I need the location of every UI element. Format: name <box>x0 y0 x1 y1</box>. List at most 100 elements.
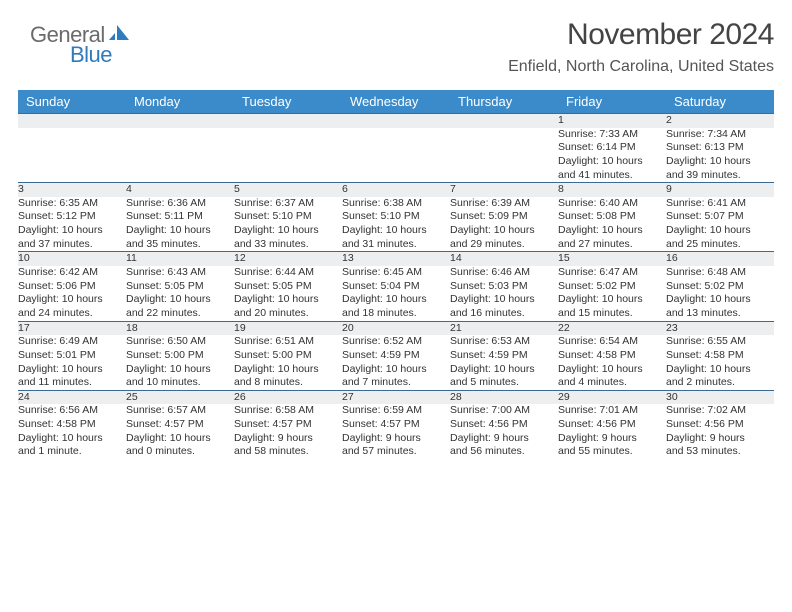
day-info-line: Sunrise: 6:53 AM <box>450 335 558 349</box>
day-number-cell: 12 <box>234 252 342 266</box>
day-info-line: and 55 minutes. <box>558 445 666 459</box>
day-info-cell <box>126 128 234 183</box>
day-info-line: Daylight: 10 hours <box>666 155 774 169</box>
day-info-line: Sunset: 5:00 PM <box>126 349 234 363</box>
day-info-line: Sunrise: 6:38 AM <box>342 197 450 211</box>
day-number-row: 10111213141516 <box>18 252 774 266</box>
day-info-line: Sunset: 6:14 PM <box>558 141 666 155</box>
day-info-line: and 16 minutes. <box>450 307 558 321</box>
day-info-line: and 41 minutes. <box>558 169 666 183</box>
day-info-line: Sunset: 4:57 PM <box>342 418 450 432</box>
day-number-cell: 23 <box>666 321 774 335</box>
day-info-line: Sunrise: 6:41 AM <box>666 197 774 211</box>
day-info-line: Sunset: 6:13 PM <box>666 141 774 155</box>
day-info-line: and 25 minutes. <box>666 238 774 252</box>
day-number-cell: 28 <box>450 390 558 404</box>
day-number-cell: 3 <box>18 183 126 197</box>
day-number-cell: 24 <box>18 390 126 404</box>
day-info-line: Daylight: 10 hours <box>234 363 342 377</box>
day-info-line: Daylight: 10 hours <box>558 155 666 169</box>
day-info-row: Sunrise: 6:56 AMSunset: 4:58 PMDaylight:… <box>18 404 774 459</box>
day-info-line: Sunrise: 6:51 AM <box>234 335 342 349</box>
day-info-line: Sunrise: 6:50 AM <box>126 335 234 349</box>
day-info-line: Daylight: 9 hours <box>558 432 666 446</box>
day-info-line: and 7 minutes. <box>342 376 450 390</box>
day-info-line: Sunrise: 6:39 AM <box>450 197 558 211</box>
day-info-line: Daylight: 10 hours <box>558 293 666 307</box>
day-number-row: 17181920212223 <box>18 321 774 335</box>
day-info-cell: Sunrise: 6:40 AMSunset: 5:08 PMDaylight:… <box>558 197 666 252</box>
weekday-header: Sunday <box>18 90 126 114</box>
day-info-line: and 10 minutes. <box>126 376 234 390</box>
day-info-line: Sunrise: 6:49 AM <box>18 335 126 349</box>
day-info-line: Sunset: 5:08 PM <box>558 210 666 224</box>
day-info-line: Sunset: 5:05 PM <box>234 280 342 294</box>
day-info-line: Sunset: 5:07 PM <box>666 210 774 224</box>
day-number-cell: 17 <box>18 321 126 335</box>
day-number-cell: 20 <box>342 321 450 335</box>
day-info-line: and 22 minutes. <box>126 307 234 321</box>
day-number-cell: 9 <box>666 183 774 197</box>
day-info-row: Sunrise: 6:35 AMSunset: 5:12 PMDaylight:… <box>18 197 774 252</box>
day-info-cell: Sunrise: 6:57 AMSunset: 4:57 PMDaylight:… <box>126 404 234 459</box>
day-info-line: Daylight: 10 hours <box>126 363 234 377</box>
day-info-line: and 24 minutes. <box>18 307 126 321</box>
day-info-line: Daylight: 10 hours <box>558 224 666 238</box>
day-info-line: Daylight: 10 hours <box>450 293 558 307</box>
day-info-cell: Sunrise: 6:53 AMSunset: 4:59 PMDaylight:… <box>450 335 558 390</box>
day-number-cell: 7 <box>450 183 558 197</box>
day-info-line: Sunrise: 6:46 AM <box>450 266 558 280</box>
day-info-line: Sunset: 4:56 PM <box>666 418 774 432</box>
day-info-cell: Sunrise: 6:51 AMSunset: 5:00 PMDaylight:… <box>234 335 342 390</box>
day-info-line: Sunrise: 6:57 AM <box>126 404 234 418</box>
day-number-cell: 27 <box>342 390 450 404</box>
weekday-header-row: Sunday Monday Tuesday Wednesday Thursday… <box>18 90 774 114</box>
day-number-cell: 6 <box>342 183 450 197</box>
day-info-cell: Sunrise: 6:55 AMSunset: 4:58 PMDaylight:… <box>666 335 774 390</box>
day-info-cell: Sunrise: 6:42 AMSunset: 5:06 PMDaylight:… <box>18 266 126 321</box>
day-info-line: Daylight: 10 hours <box>18 224 126 238</box>
day-info-line: Sunset: 5:06 PM <box>18 280 126 294</box>
day-info-line: Sunrise: 6:36 AM <box>126 197 234 211</box>
day-info-line: and 13 minutes. <box>666 307 774 321</box>
page-title: November 2024 <box>18 18 774 52</box>
day-info-line: and 18 minutes. <box>342 307 450 321</box>
day-info-line: Daylight: 10 hours <box>342 293 450 307</box>
day-info-line: and 57 minutes. <box>342 445 450 459</box>
day-number-cell: 2 <box>666 114 774 128</box>
day-info-line: and 31 minutes. <box>342 238 450 252</box>
day-info-line: Daylight: 10 hours <box>126 432 234 446</box>
day-info-row: Sunrise: 6:42 AMSunset: 5:06 PMDaylight:… <box>18 266 774 321</box>
day-info-line: Sunset: 4:58 PM <box>666 349 774 363</box>
day-number-cell: 13 <box>342 252 450 266</box>
day-info-cell: Sunrise: 6:41 AMSunset: 5:07 PMDaylight:… <box>666 197 774 252</box>
day-info-line: Sunset: 5:04 PM <box>342 280 450 294</box>
day-number-cell: 15 <box>558 252 666 266</box>
day-info-line: Sunset: 5:02 PM <box>666 280 774 294</box>
day-info-line: Sunrise: 6:37 AM <box>234 197 342 211</box>
day-info-line: and 1 minute. <box>18 445 126 459</box>
day-info-line: and 35 minutes. <box>126 238 234 252</box>
day-info-line: Daylight: 10 hours <box>234 293 342 307</box>
day-info-cell: Sunrise: 7:01 AMSunset: 4:56 PMDaylight:… <box>558 404 666 459</box>
day-info-cell <box>18 128 126 183</box>
day-number-cell: 30 <box>666 390 774 404</box>
day-info-line: and 5 minutes. <box>450 376 558 390</box>
day-info-line: Daylight: 10 hours <box>234 224 342 238</box>
day-number-cell: 26 <box>234 390 342 404</box>
day-info-line: Daylight: 9 hours <box>342 432 450 446</box>
weekday-header: Saturday <box>666 90 774 114</box>
day-info-line: Sunrise: 6:35 AM <box>18 197 126 211</box>
day-info-cell: Sunrise: 7:34 AMSunset: 6:13 PMDaylight:… <box>666 128 774 183</box>
day-info-line: Daylight: 10 hours <box>450 224 558 238</box>
day-info-line: Sunrise: 6:56 AM <box>18 404 126 418</box>
day-info-line: Sunset: 5:09 PM <box>450 210 558 224</box>
header: November 2024 Enfield, North Carolina, U… <box>18 18 774 76</box>
day-info-line: and 33 minutes. <box>234 238 342 252</box>
day-number-cell: 11 <box>126 252 234 266</box>
day-number-cell: 4 <box>126 183 234 197</box>
day-info-line: Sunset: 4:57 PM <box>126 418 234 432</box>
calendar-table: Sunday Monday Tuesday Wednesday Thursday… <box>18 90 774 459</box>
day-info-line: and 11 minutes. <box>18 376 126 390</box>
day-number-cell: 19 <box>234 321 342 335</box>
